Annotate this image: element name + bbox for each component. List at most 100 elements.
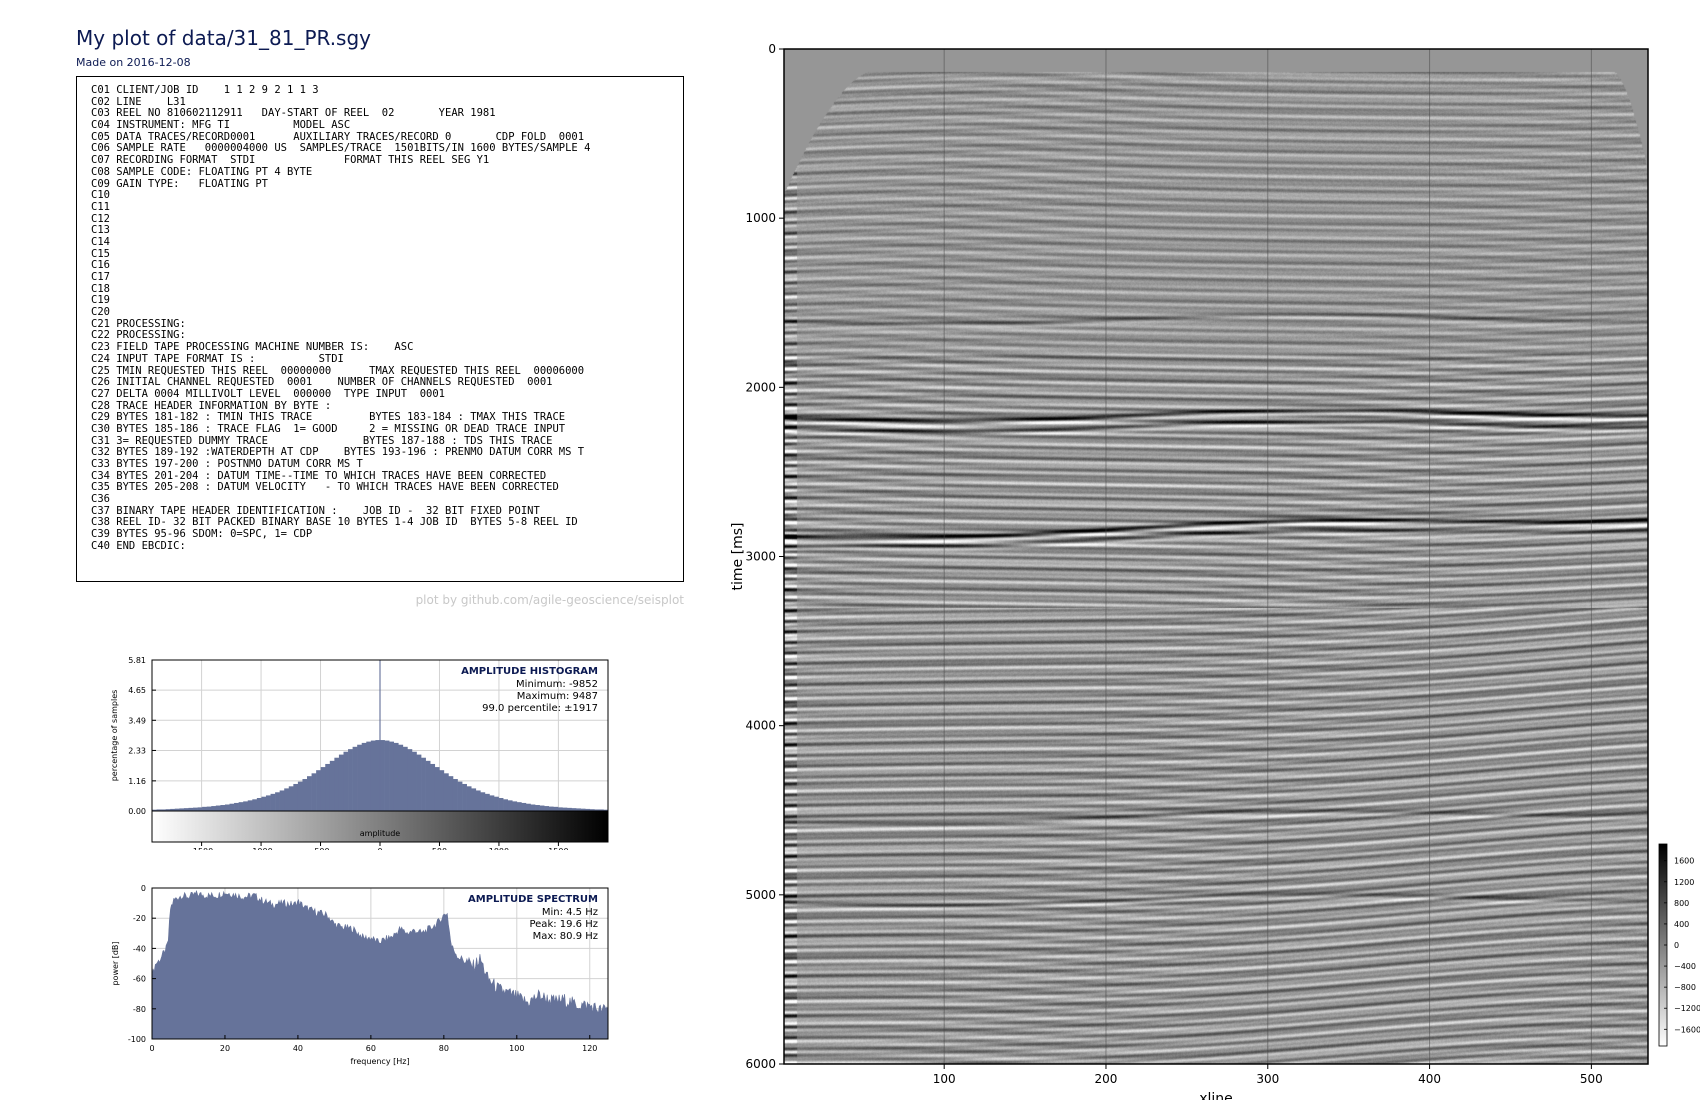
spectrum-area [151, 890, 609, 1040]
x-tick-label: 1000 [489, 847, 509, 850]
histogram-bar [398, 744, 404, 811]
header-line: C06 SAMPLE RATE 0000004000 US SAMPLES/TR… [91, 142, 591, 155]
histogram-bar [471, 788, 477, 811]
histogram-bar [302, 779, 308, 811]
histogram-bar [307, 776, 312, 811]
y-tick-label: 1.16 [128, 777, 146, 786]
histogram-bar [343, 751, 349, 811]
y-tick-label: 2.33 [128, 746, 146, 755]
histogram-bar [265, 795, 271, 811]
x-axis-label: xline [1199, 1091, 1233, 1100]
header-line: C04 INSTRUMENT: MFG TI MODEL ASC [91, 119, 351, 132]
histogram-bar [452, 779, 458, 811]
histogram-bar [411, 751, 417, 811]
histogram-bar [375, 740, 381, 811]
x-tick-label: 60 [366, 1044, 376, 1053]
header-line: C11 [91, 200, 110, 213]
histogram-bar [224, 804, 230, 811]
page-subtitle: Made on 2016-12-08 [76, 56, 191, 69]
histogram-bar [498, 798, 504, 811]
histogram-bar [179, 808, 185, 811]
credit-text: plot by github.com/agile-geoscience/seis… [415, 593, 684, 607]
histogram-bar [334, 757, 340, 811]
histogram-bar [576, 808, 581, 811]
x-axis-label: frequency [Hz] [350, 1057, 409, 1066]
page-title: My plot of data/31_81_PR.sgy [76, 26, 372, 50]
y-tick-label: 6000 [745, 1057, 776, 1071]
seismic-colorbar [1658, 843, 1668, 1047]
histogram-bar [489, 795, 495, 811]
header-line: C30 BYTES 185-186 : TRACE FLAG 1= GOOD 2… [91, 422, 566, 435]
histogram-bar [421, 757, 426, 811]
histogram-bar [238, 802, 244, 811]
histogram-bar [539, 805, 545, 811]
header-line: C02 LINE L31 [91, 95, 186, 108]
histogram-annotation: 99.0 percentile: ±1917 [482, 703, 598, 714]
histogram-bar [380, 740, 385, 811]
histogram-bar [494, 796, 499, 811]
histogram-bar [338, 754, 344, 811]
spectrum-title: AMPLITUDE SPECTRUM [468, 894, 598, 905]
header-line: C27 DELTA 0004 MILLIVOLT LEVEL 000000 TY… [91, 387, 446, 400]
y-tick-label: 2000 [745, 380, 776, 394]
histogram-bar [585, 808, 591, 811]
y-axis-label: time [ms] [730, 523, 746, 591]
y-tick-label: -80 [133, 1005, 146, 1014]
histogram-bar [389, 741, 395, 811]
ebcdic-header-panel: C01 CLIENT/JOB ID 1 1 2 9 2 1 1 3 C02 LIN… [76, 76, 684, 582]
histogram-bar [416, 754, 422, 811]
histogram-bar [407, 749, 413, 811]
y-tick-label: 0 [768, 42, 776, 56]
histogram-bar [516, 802, 522, 811]
colorbar-tick-label: 0 [1674, 941, 1679, 950]
histogram-bar [357, 744, 363, 811]
colorbar-tick-label: 1200 [1674, 878, 1694, 887]
histogram-bar [252, 799, 258, 811]
amplitude-colorbar [151, 810, 609, 843]
histogram-bar [553, 806, 559, 811]
header-line: C20 [91, 306, 110, 319]
ebcdic-header-text: C01 CLIENT/JOB ID 1 1 2 9 2 1 1 3 C02 LIN… [91, 84, 591, 553]
x-tick-label: 500 [1580, 1072, 1603, 1086]
histogram-bar [443, 773, 449, 811]
x-tick-label: 20 [220, 1044, 230, 1053]
header-line: C34 BYTES 201-204 : DATUM TIME--TIME TO … [91, 469, 547, 482]
histogram-bar [448, 776, 454, 811]
header-line: C39 BYTES 95-96 SDOM: 0=SPC, 1= CDP [91, 528, 313, 541]
histogram-bar [256, 798, 262, 811]
histogram-bar [548, 806, 554, 811]
header-line: C28 TRACE HEADER INFORMATION BY BYTE : [91, 399, 332, 412]
histogram-bar [352, 746, 358, 811]
histogram-bar [580, 808, 586, 811]
colorbar-tick-label: −400 [1674, 962, 1696, 971]
colorbar-tick-label: −800 [1674, 983, 1696, 992]
y-tick-label: -60 [133, 975, 146, 984]
colorbar-label: amplitude [360, 829, 401, 838]
histogram-bar [229, 803, 235, 811]
histogram-bar [279, 790, 285, 811]
x-tick-label: -1000 [249, 847, 272, 850]
histogram-bar [261, 796, 267, 811]
histogram-bar [288, 786, 294, 811]
histogram-title: AMPLITUDE HISTOGRAM [461, 666, 598, 677]
histogram-bar [544, 806, 550, 811]
colorbar-tick-label: 400 [1674, 920, 1689, 929]
histogram-annotation: Maximum: 9487 [517, 691, 598, 702]
y-tick-label: 3000 [745, 550, 776, 564]
histogram-bar [393, 742, 399, 811]
histogram-bar [530, 804, 536, 811]
header-line: C25 TMIN REQUESTED THIS REEL 00000000 TM… [91, 364, 585, 377]
histogram-annotation: Minimum: -9852 [516, 679, 598, 690]
header-line: C40 END EBCDIC: [91, 539, 186, 552]
header-line: C24 INPUT TAPE FORMAT IS : STDI [91, 352, 344, 365]
histogram-bar [434, 767, 440, 811]
x-tick-label: 500 [432, 847, 447, 850]
header-line: C01 CLIENT/JOB ID 1 1 2 9 2 1 1 3 [91, 84, 319, 96]
histogram-bar [234, 802, 239, 811]
histogram-bar [161, 809, 166, 811]
histogram-bar [507, 800, 513, 811]
header-line: C29 BYTES 181-182 : TMIN THIS TRACE BYTE… [91, 411, 566, 424]
x-tick-label: -500 [311, 847, 329, 850]
x-tick-label: 200 [1095, 1072, 1118, 1086]
seismic-image [784, 49, 1648, 1064]
